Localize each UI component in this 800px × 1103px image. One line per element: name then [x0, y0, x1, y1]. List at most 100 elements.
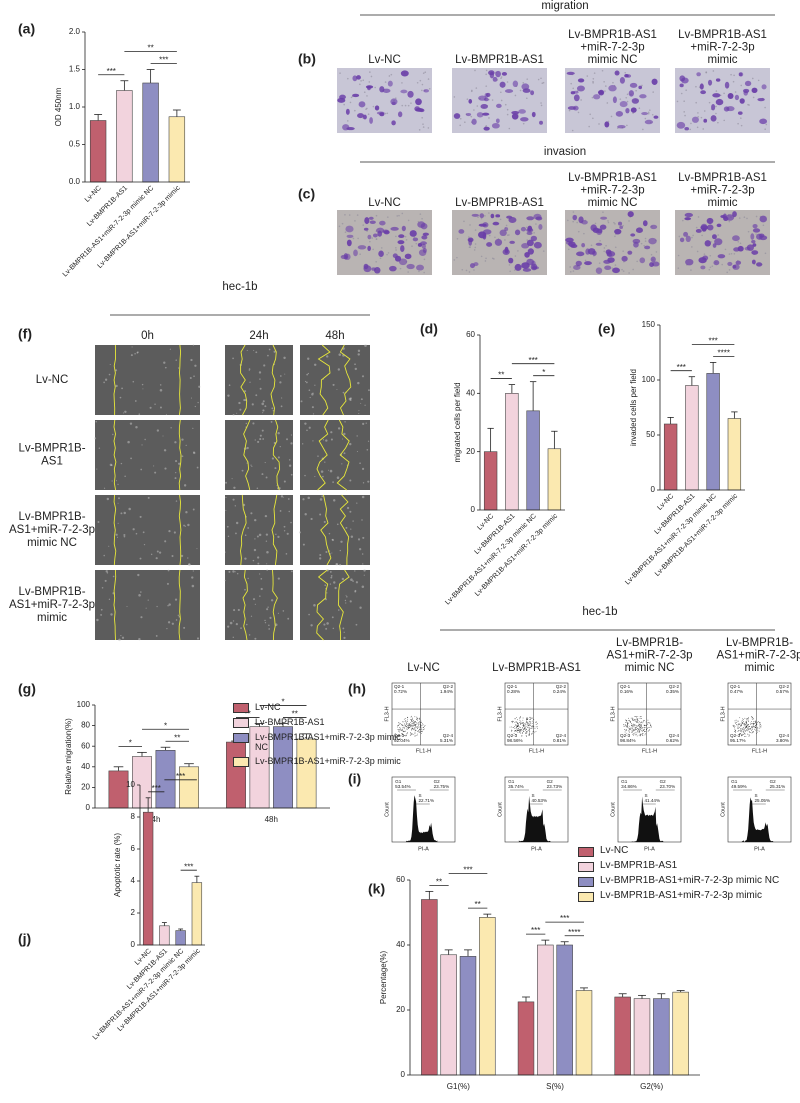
event — [640, 722, 642, 723]
significance-label: *** — [531, 926, 540, 935]
cell — [644, 119, 654, 125]
speck — [267, 354, 269, 357]
cell — [379, 112, 385, 117]
cell — [724, 81, 730, 89]
event — [743, 724, 745, 725]
pore — [676, 100, 679, 103]
cell — [743, 88, 750, 94]
speck — [234, 505, 237, 507]
y-axis-label: Count — [384, 802, 390, 817]
cell — [400, 70, 409, 77]
event — [642, 727, 643, 729]
x-tick-label: G2(%) — [640, 1082, 663, 1091]
row-label: AS1+miR-7-2-3p — [9, 524, 95, 536]
speck — [366, 448, 369, 451]
event — [647, 727, 649, 728]
cell — [685, 258, 694, 266]
wound-image — [95, 344, 201, 416]
cell — [495, 214, 501, 218]
quadrant-name: Q2-2 — [779, 684, 790, 689]
event — [527, 718, 529, 719]
event — [401, 724, 403, 726]
event — [639, 725, 640, 727]
speck — [323, 520, 326, 524]
pore — [640, 242, 643, 245]
cell — [369, 117, 373, 124]
speck — [135, 532, 138, 535]
cell — [482, 233, 487, 240]
cell — [398, 234, 405, 238]
pore — [535, 223, 537, 225]
speck — [225, 509, 227, 512]
pore — [622, 250, 624, 252]
pore — [588, 125, 590, 128]
event — [406, 725, 408, 727]
y-axis-label: FL3-H — [720, 706, 726, 721]
event — [639, 729, 640, 731]
event — [520, 730, 522, 732]
pore — [419, 79, 422, 82]
event — [647, 722, 649, 724]
wound-background — [95, 570, 200, 640]
cell — [346, 234, 354, 238]
speck — [355, 623, 358, 626]
speck — [250, 512, 253, 515]
speck — [196, 466, 199, 469]
legend-swatch — [578, 877, 594, 887]
event — [414, 732, 416, 734]
event — [420, 725, 422, 726]
pore — [577, 230, 580, 233]
speck — [237, 608, 240, 612]
event — [422, 727, 424, 728]
cell — [577, 78, 585, 83]
event — [633, 723, 634, 725]
event — [741, 735, 743, 736]
event — [530, 724, 532, 726]
speck — [359, 606, 362, 609]
event — [748, 727, 749, 729]
speck — [246, 446, 249, 450]
speck — [338, 353, 342, 356]
event — [413, 729, 415, 731]
speck — [307, 372, 310, 375]
pore — [474, 69, 476, 72]
speck — [277, 612, 279, 614]
pore — [703, 110, 706, 112]
cell — [706, 217, 714, 225]
wound-edge — [178, 344, 182, 416]
pore — [748, 104, 750, 106]
event — [518, 728, 519, 729]
speck — [357, 381, 360, 385]
speck — [262, 400, 265, 403]
event — [736, 724, 738, 726]
wound-image — [95, 569, 200, 642]
pore — [407, 219, 410, 222]
cell — [723, 106, 730, 112]
event — [523, 725, 525, 727]
speck — [130, 354, 133, 357]
y-tick-label: 20 — [396, 1005, 405, 1014]
speck — [253, 349, 255, 351]
speck — [190, 358, 193, 362]
pore — [751, 77, 754, 80]
event — [636, 717, 637, 719]
cell — [751, 250, 759, 255]
speck — [250, 464, 252, 466]
x-tick-label: Lv-BMPR1B-AS1+miR-7-2-3p mimic NC — [444, 513, 538, 607]
event — [741, 728, 743, 730]
event — [532, 720, 533, 722]
cell — [358, 101, 366, 108]
event — [744, 727, 746, 729]
pore — [401, 212, 404, 215]
speck — [150, 553, 153, 556]
speck — [361, 467, 365, 470]
speck — [264, 622, 267, 624]
speck — [283, 480, 286, 483]
speck — [115, 384, 118, 388]
speck — [132, 528, 135, 531]
pore — [423, 258, 426, 261]
wound-background — [300, 495, 370, 565]
pore — [709, 266, 712, 269]
event — [627, 733, 629, 735]
bar — [653, 998, 670, 1076]
